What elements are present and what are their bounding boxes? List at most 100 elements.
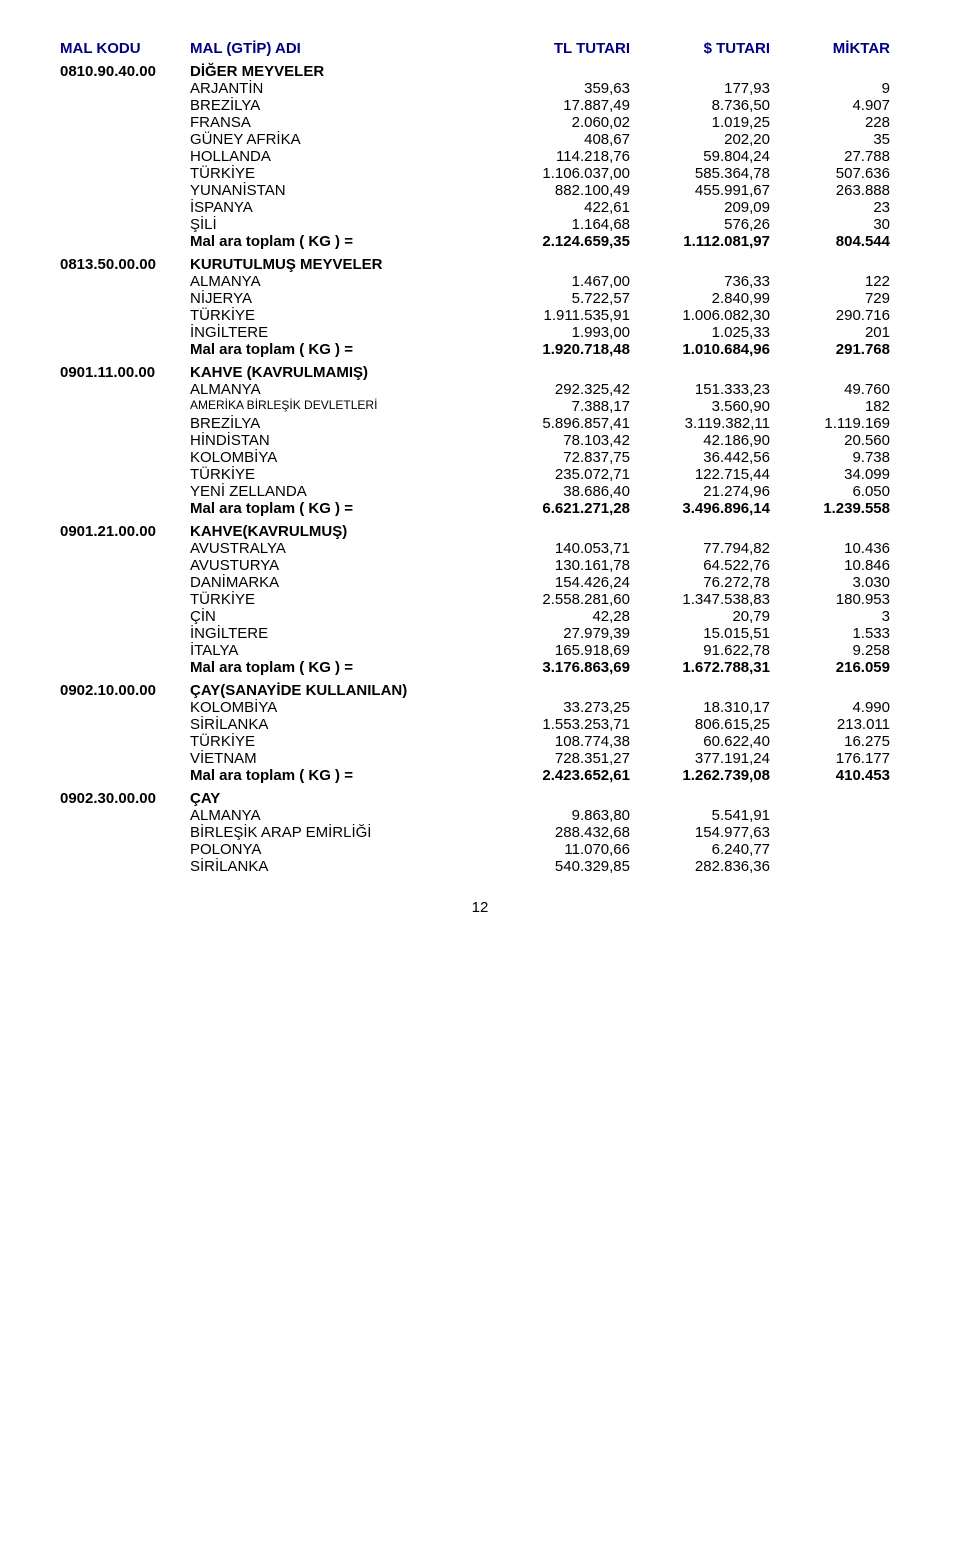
section-title: 0810.90.40.00DİĞER MEYVELER xyxy=(60,63,900,80)
row-qty xyxy=(770,807,890,824)
row-tl: 38.686,40 xyxy=(490,483,630,500)
row-usd: 8.736,50 xyxy=(630,97,770,114)
subtotal-qty: 804.544 xyxy=(770,233,890,250)
row-usd: 736,33 xyxy=(630,273,770,290)
section-code: 0901.11.00.00 xyxy=(60,364,190,381)
section-title: 0813.50.00.00KURUTULMUŞ MEYVELER xyxy=(60,256,900,273)
subtotal-label: Mal ara toplam ( KG ) = xyxy=(190,500,490,517)
row-name: TÜRKİYE xyxy=(190,591,490,608)
subtotal-tl: 2.423.652,61 xyxy=(490,767,630,784)
row-qty: 213.011 xyxy=(770,716,890,733)
section-name: KAHVE(KAVRULMUŞ) xyxy=(190,523,490,540)
row-usd: 585.364,78 xyxy=(630,165,770,182)
row-tl: 1.911.535,91 xyxy=(490,307,630,324)
row-qty: 228 xyxy=(770,114,890,131)
row-name: İTALYA xyxy=(190,642,490,659)
row-usd: 576,26 xyxy=(630,216,770,233)
table-row: ŞİLİ1.164,68576,2630 xyxy=(60,216,900,233)
row-tl: 5.896.857,41 xyxy=(490,415,630,432)
row-usd: 122.715,44 xyxy=(630,466,770,483)
row-name: NİJERYA xyxy=(190,290,490,307)
row-name: BİRLEŞİK ARAP EMİRLİĞİ xyxy=(190,824,490,841)
row-qty: 9.738 xyxy=(770,449,890,466)
row-tl: 9.863,80 xyxy=(490,807,630,824)
subtotal-row: Mal ara toplam ( KG ) =3.176.863,691.672… xyxy=(60,659,900,676)
table-row: ALMANYA1.467,00736,33122 xyxy=(60,273,900,290)
row-qty: 10.436 xyxy=(770,540,890,557)
row-qty: 10.846 xyxy=(770,557,890,574)
header-usd: $ TUTARI xyxy=(630,40,770,57)
subtotal-qty: 410.453 xyxy=(770,767,890,784)
row-tl: 108.774,38 xyxy=(490,733,630,750)
row-tl: 1.164,68 xyxy=(490,216,630,233)
table-row: ARJANTİN359,63177,939 xyxy=(60,80,900,97)
row-usd: 2.840,99 xyxy=(630,290,770,307)
row-name: TÜRKİYE xyxy=(190,466,490,483)
table-row: GÜNEY AFRİKA408,67202,2035 xyxy=(60,131,900,148)
row-tl: 114.218,76 xyxy=(490,148,630,165)
table-row: VİETNAM728.351,27377.191,24176.177 xyxy=(60,750,900,767)
row-name: TÜRKİYE xyxy=(190,307,490,324)
row-usd: 806.615,25 xyxy=(630,716,770,733)
table-row: ALMANYA292.325,42151.333,2349.760 xyxy=(60,381,900,398)
row-qty: 176.177 xyxy=(770,750,890,767)
row-tl: 540.329,85 xyxy=(490,858,630,875)
row-qty xyxy=(770,824,890,841)
row-name: İNGİLTERE xyxy=(190,625,490,642)
row-name: DANİMARKA xyxy=(190,574,490,591)
table-row: SİRİLANKA540.329,85282.836,36 xyxy=(60,858,900,875)
table-row: YUNANİSTAN882.100,49455.991,67263.888 xyxy=(60,182,900,199)
subtotal-qty: 216.059 xyxy=(770,659,890,676)
report-body: 0810.90.40.00DİĞER MEYVELERARJANTİN359,6… xyxy=(60,63,900,875)
row-tl: 17.887,49 xyxy=(490,97,630,114)
section-title: 0901.11.00.00KAHVE (KAVRULMAMIŞ) xyxy=(60,364,900,381)
row-qty: 290.716 xyxy=(770,307,890,324)
row-name: TÜRKİYE xyxy=(190,165,490,182)
table-row: ALMANYA9.863,805.541,91 xyxy=(60,807,900,824)
row-name: KOLOMBİYA xyxy=(190,699,490,716)
row-qty: 1.533 xyxy=(770,625,890,642)
table-row: KOLOMBİYA72.837,7536.442,569.738 xyxy=(60,449,900,466)
table-row: KOLOMBİYA33.273,2518.310,174.990 xyxy=(60,699,900,716)
row-qty: 30 xyxy=(770,216,890,233)
row-usd: 282.836,36 xyxy=(630,858,770,875)
subtotal-row: Mal ara toplam ( KG ) =1.920.718,481.010… xyxy=(60,341,900,358)
row-tl: 2.558.281,60 xyxy=(490,591,630,608)
row-tl: 130.161,78 xyxy=(490,557,630,574)
row-qty: 3 xyxy=(770,608,890,625)
row-tl: 288.432,68 xyxy=(490,824,630,841)
row-usd: 3.119.382,11 xyxy=(630,415,770,432)
row-tl: 33.273,25 xyxy=(490,699,630,716)
section-code: 0902.10.00.00 xyxy=(60,682,190,699)
row-tl: 882.100,49 xyxy=(490,182,630,199)
row-usd: 1.347.538,83 xyxy=(630,591,770,608)
row-qty: 1.119.169 xyxy=(770,415,890,432)
row-usd: 21.274,96 xyxy=(630,483,770,500)
table-row: NİJERYA5.722,572.840,99729 xyxy=(60,290,900,307)
subtotal-usd: 3.496.896,14 xyxy=(630,500,770,517)
section-code: 0902.30.00.00 xyxy=(60,790,190,807)
page-number: 12 xyxy=(60,899,900,916)
table-row: AVUSTURYA130.161,7864.522,7610.846 xyxy=(60,557,900,574)
row-name: AVUSTURYA xyxy=(190,557,490,574)
section-title: 0902.10.00.00ÇAY(SANAYİDE KULLANILAN) xyxy=(60,682,900,699)
row-name: İNGİLTERE xyxy=(190,324,490,341)
row-name: ALMANYA xyxy=(190,273,490,290)
row-tl: 5.722,57 xyxy=(490,290,630,307)
row-qty: 122 xyxy=(770,273,890,290)
header-qty: MİKTAR xyxy=(770,40,890,57)
row-usd: 18.310,17 xyxy=(630,699,770,716)
row-tl: 235.072,71 xyxy=(490,466,630,483)
subtotal-label: Mal ara toplam ( KG ) = xyxy=(190,767,490,784)
row-tl: 1.993,00 xyxy=(490,324,630,341)
subtotal-usd: 1.010.684,96 xyxy=(630,341,770,358)
row-qty: 35 xyxy=(770,131,890,148)
section-code: 0901.21.00.00 xyxy=(60,523,190,540)
subtotal-label: Mal ara toplam ( KG ) = xyxy=(190,341,490,358)
row-name: SİRİLANKA xyxy=(190,858,490,875)
row-tl: 2.060,02 xyxy=(490,114,630,131)
row-tl: 728.351,27 xyxy=(490,750,630,767)
row-usd: 177,93 xyxy=(630,80,770,97)
row-qty: 182 xyxy=(770,398,890,415)
table-row: BREZİLYA5.896.857,413.119.382,111.119.16… xyxy=(60,415,900,432)
